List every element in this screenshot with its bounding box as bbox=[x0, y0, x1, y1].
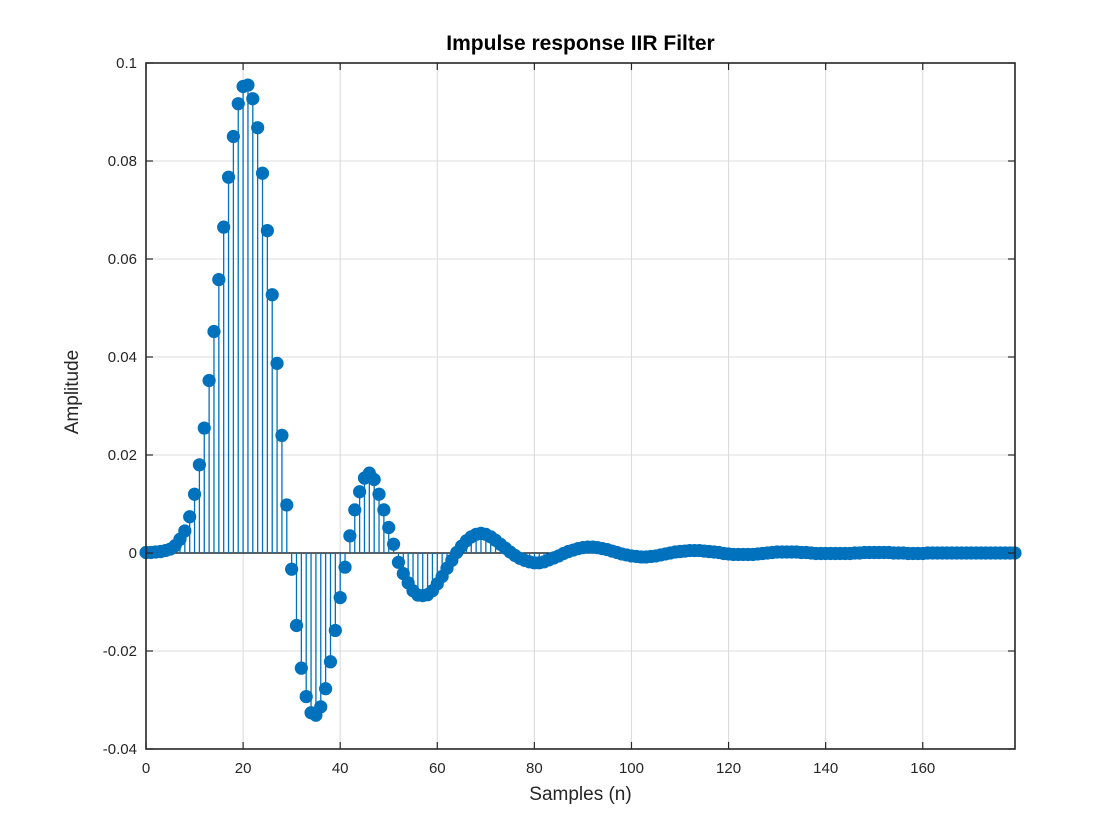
x-tick-label: 80 bbox=[526, 760, 543, 777]
x-tick-label: 160 bbox=[910, 760, 935, 777]
x-tick-label: 100 bbox=[619, 760, 644, 777]
stem-marker bbox=[192, 458, 207, 472]
stem-marker bbox=[246, 92, 260, 106]
y-tick-label: 0.06 bbox=[108, 251, 137, 268]
stem-marker bbox=[343, 529, 357, 543]
x-axis-label: Samples (n) bbox=[529, 784, 632, 805]
x-tick-label: 140 bbox=[813, 760, 838, 777]
stem-marker bbox=[202, 373, 216, 388]
stem-marker bbox=[294, 661, 308, 675]
stem-marker bbox=[231, 97, 245, 111]
stem-marker bbox=[207, 324, 221, 339]
y-tick-label: 0.1 bbox=[116, 55, 137, 72]
stem-marker bbox=[221, 170, 236, 184]
y-tick-label: 0.08 bbox=[108, 153, 137, 170]
x-tick-label: 0 bbox=[142, 760, 150, 777]
stem-marker bbox=[289, 618, 304, 633]
stem-marker bbox=[187, 487, 202, 501]
y-tick-label: -0.02 bbox=[103, 643, 137, 660]
stem-marker bbox=[275, 428, 289, 442]
stem-marker bbox=[197, 421, 211, 435]
stem-marker bbox=[217, 220, 231, 234]
stem-marker bbox=[348, 503, 362, 517]
x-tick-label: 60 bbox=[429, 760, 446, 777]
plot-title: Impulse response IIR Filter bbox=[446, 32, 715, 55]
stem-marker bbox=[333, 590, 347, 605]
stem-marker bbox=[382, 520, 396, 535]
y-tick-label: 0.04 bbox=[108, 349, 137, 366]
stem-marker bbox=[319, 682, 333, 696]
stem-marker bbox=[299, 689, 313, 704]
x-tick-label: 40 bbox=[332, 760, 349, 777]
y-tick-label: 0 bbox=[129, 545, 137, 562]
stem-marker bbox=[183, 510, 197, 524]
y-tick-label: 0.02 bbox=[108, 447, 137, 464]
stem-marker bbox=[338, 560, 352, 574]
stem-marker bbox=[178, 524, 192, 538]
stem-marker bbox=[372, 487, 386, 501]
stem-marker bbox=[226, 129, 240, 144]
stem-marker bbox=[265, 288, 279, 302]
x-tick-label: 120 bbox=[716, 760, 741, 777]
stem-marker bbox=[260, 223, 274, 238]
stem-marker bbox=[241, 78, 255, 92]
stem-marker bbox=[386, 537, 401, 551]
stem-marker bbox=[323, 655, 338, 669]
stem-marker bbox=[251, 121, 265, 135]
stem-marker bbox=[314, 700, 328, 714]
stem-marker bbox=[285, 562, 299, 576]
axes-box bbox=[145, 62, 1016, 750]
y-tick-label: -0.04 bbox=[103, 741, 137, 758]
x-tick-label: 20 bbox=[235, 760, 252, 777]
stem-marker bbox=[212, 272, 226, 287]
stem-marker bbox=[391, 555, 406, 569]
stem-marker bbox=[328, 623, 342, 638]
stem-marker bbox=[255, 166, 270, 180]
stem-marker bbox=[377, 503, 391, 517]
stem-marker bbox=[367, 472, 381, 487]
stem-marker bbox=[353, 485, 367, 499]
stem-marker bbox=[270, 356, 284, 370]
stem-marker bbox=[280, 498, 294, 512]
